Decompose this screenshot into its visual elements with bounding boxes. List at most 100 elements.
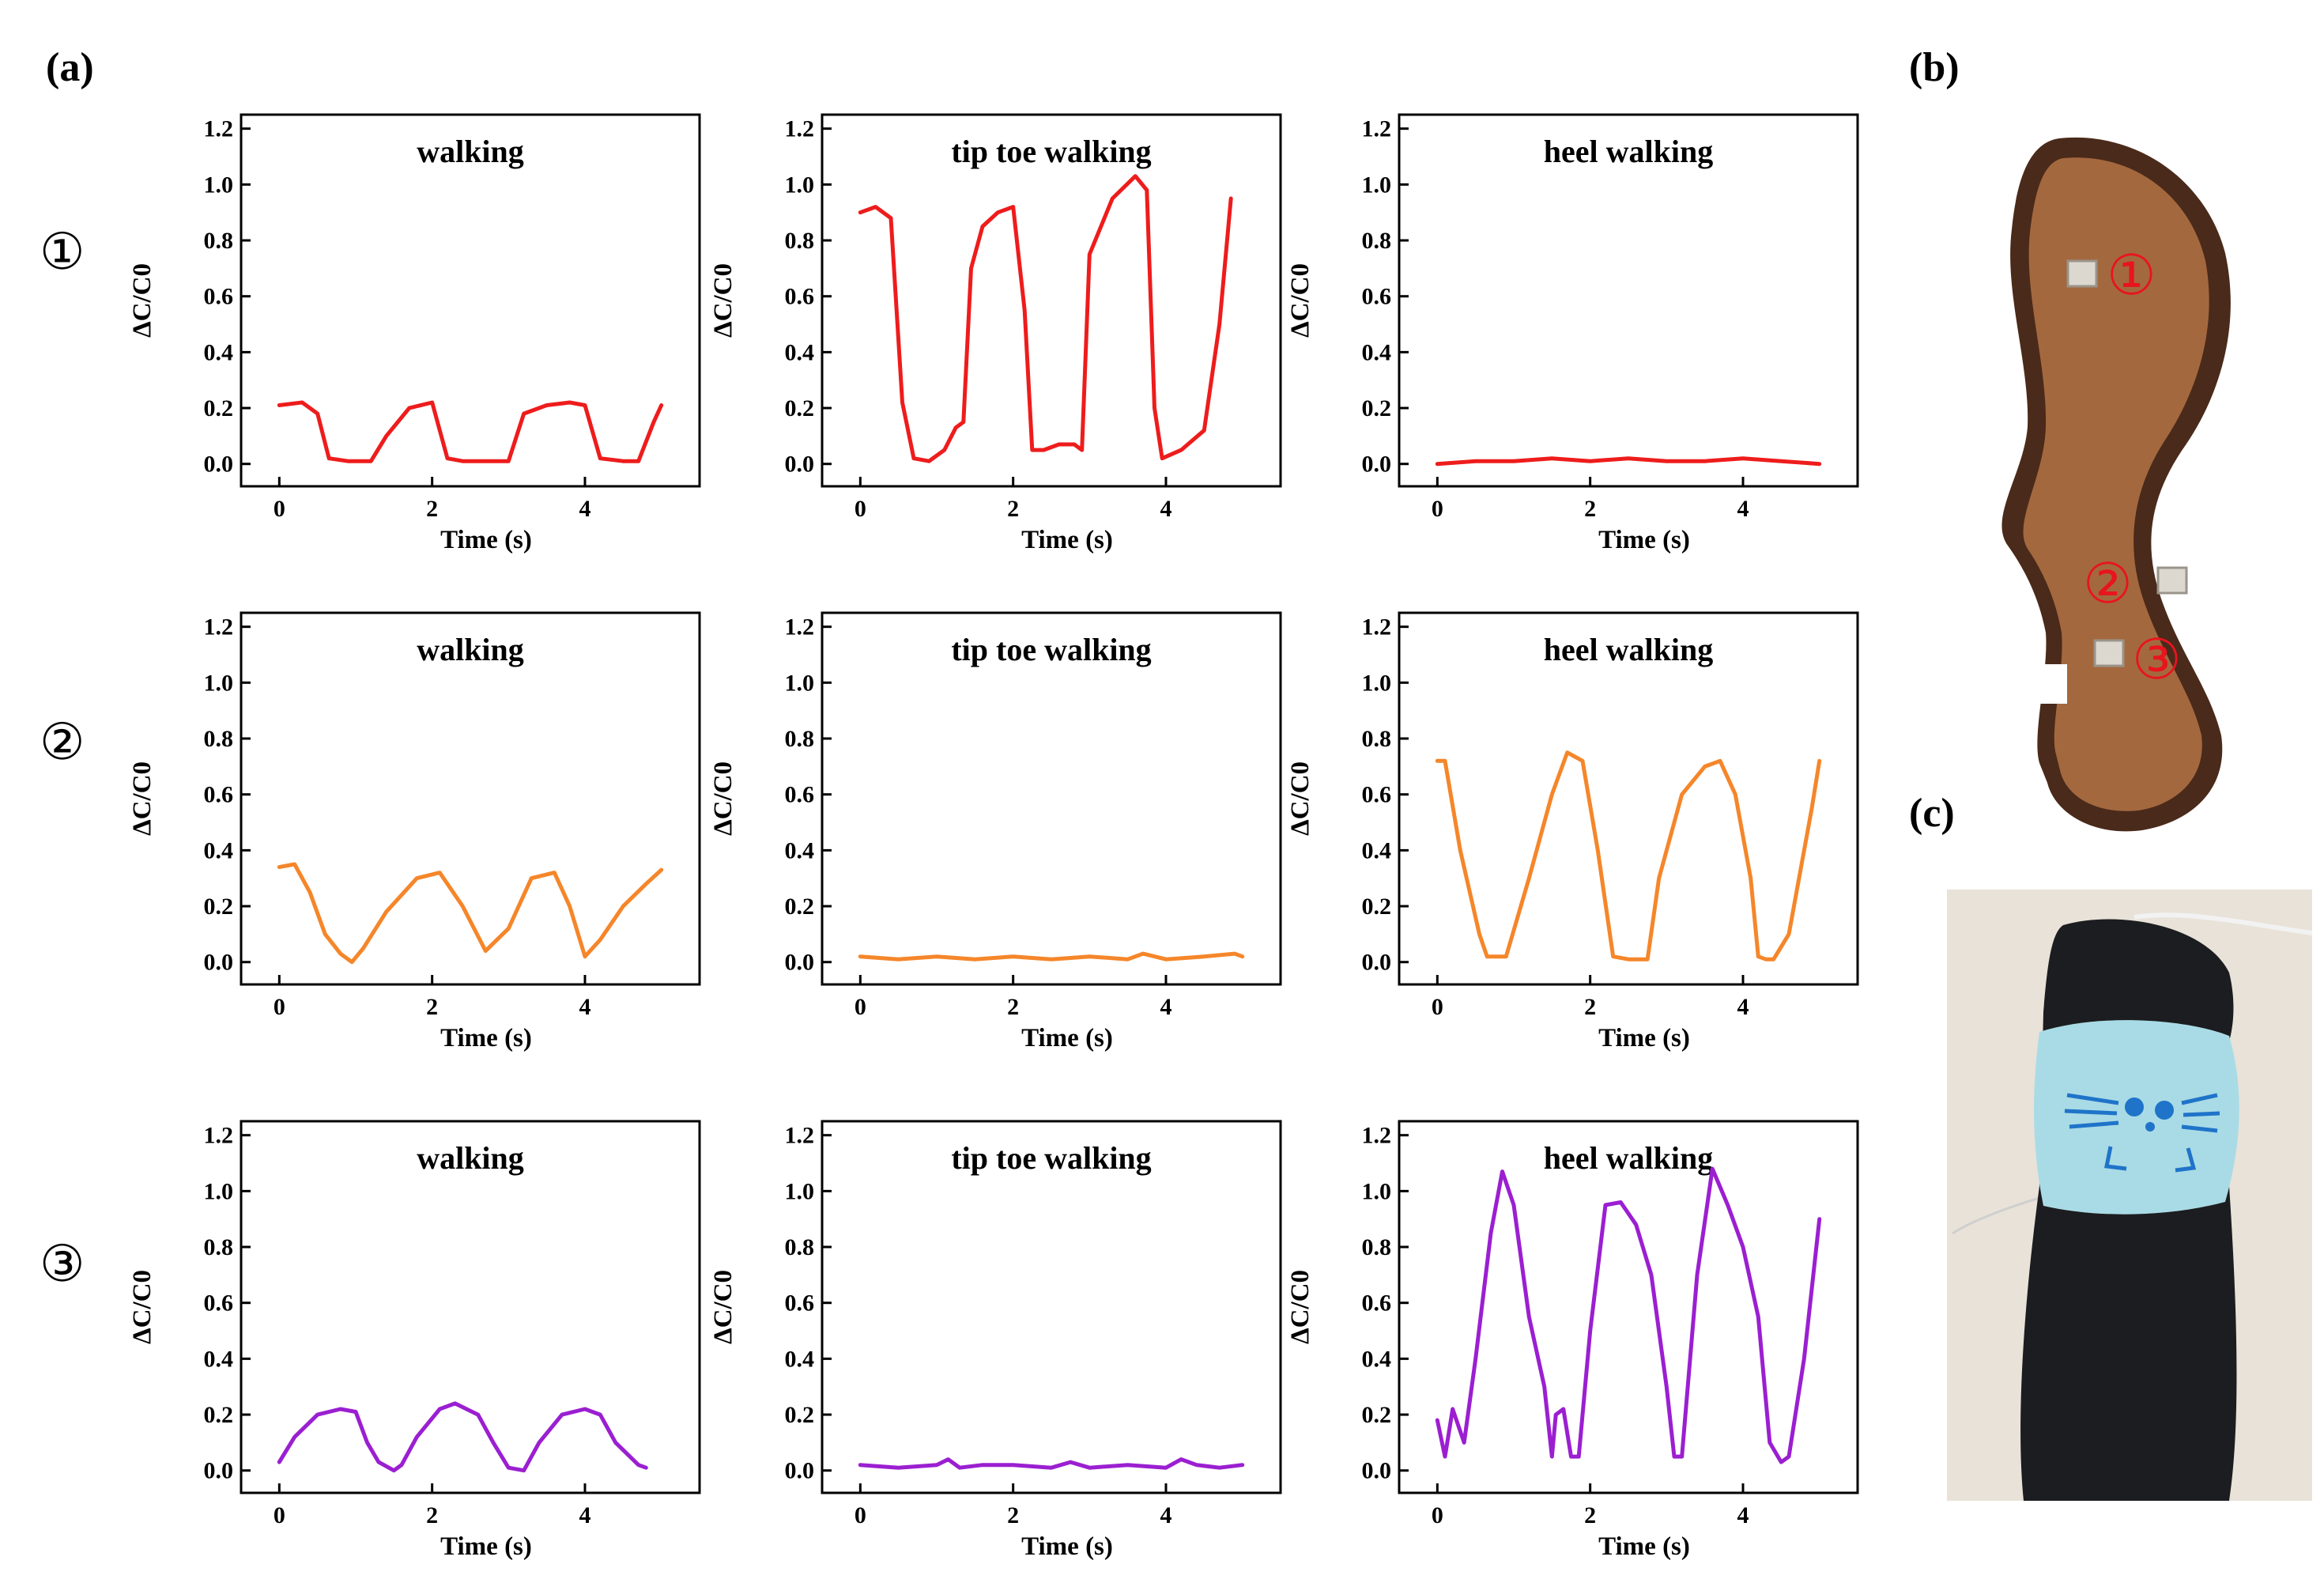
x-tick-label: 4	[579, 496, 591, 522]
chart-2-2: 0.0 0.2 0.4 0.6 0.8 1.0 1.2 0 2 4 tip toe walking T…	[709, 611, 1282, 1052]
sandal-photo	[1947, 890, 2313, 1501]
y-tick-label: 0.0	[1362, 950, 1392, 976]
y-tick-label: 1.2	[204, 614, 234, 640]
x-tick-label: 4	[1160, 496, 1172, 522]
chart-2-1: 0.0 0.2 0.4 0.6 0.8 1.0 1.2 0 2 4 walking Time (s) Δ…	[128, 611, 701, 1052]
y-tick-label: 0.8	[785, 228, 815, 254]
y-tick-label: 1.2	[1362, 614, 1392, 640]
sandal-strap	[2034, 1020, 2239, 1215]
x-tick-label: 0	[1432, 496, 1443, 522]
chart-1-2: 0.0 0.2 0.4 0.6 0.8 1.0 1.2 0 2 4 tip toe walking T…	[709, 113, 1282, 554]
panel-label-a: (a)	[46, 45, 94, 90]
y-axis-label: ΔC/C0	[128, 1270, 157, 1344]
y-tick-label: 1.0	[1362, 1178, 1392, 1204]
chart-title: tip toe walking	[951, 134, 1151, 169]
series-line	[277, 400, 664, 463]
y-tick-label: 0.0	[785, 1458, 815, 1484]
y-tick-label: 1.0	[204, 172, 234, 198]
y-tick-label: 0.6	[1362, 1290, 1392, 1317]
x-axis-label: Time (s)	[1598, 526, 1690, 554]
y-tick-label: 0.4	[785, 339, 815, 365]
sensor-pad-3	[2093, 639, 2125, 667]
y-tick-label: 1.2	[204, 116, 234, 142]
cat-nose	[2145, 1122, 2155, 1132]
plot-frame	[821, 1120, 1282, 1494]
y-tick-label: 1.0	[785, 670, 815, 696]
plot-frame	[1398, 113, 1859, 488]
x-axis-label: Time (s)	[1021, 1024, 1113, 1052]
insole-sensor-label-3: ③	[2132, 627, 2182, 692]
row-marker-1: ①	[40, 223, 85, 281]
x-tick-label: 0	[274, 994, 285, 1020]
x-axis-label: Time (s)	[1021, 526, 1113, 554]
plot-frame	[240, 1120, 701, 1494]
chart-3-2: 0.0 0.2 0.4 0.6 0.8 1.0 1.2 0 2 4 tip toe walking T…	[709, 1120, 1282, 1561]
y-axis-label: ΔC/C0	[1286, 1270, 1315, 1344]
series-line	[1435, 456, 1822, 467]
y-tick-label: 0.8	[204, 228, 234, 254]
y-tick-label: 0.2	[1362, 1402, 1392, 1428]
x-tick-label: 0	[274, 1502, 285, 1528]
x-tick-label: 0	[855, 1502, 866, 1528]
y-tick-label: 0.4	[204, 837, 234, 863]
y-tick-label: 0.2	[204, 1402, 234, 1428]
chart-1-3: 0.0 0.2 0.4 0.6 0.8 1.0 1.2 0 2 4 heel walking Time…	[1286, 113, 1859, 554]
x-axis-label: Time (s)	[1598, 1024, 1690, 1052]
chart-2-3: 0.0 0.2 0.4 0.6 0.8 1.0 1.2 0 2 4 heel walking Time…	[1286, 611, 1859, 1052]
cat-eye-left	[2125, 1098, 2144, 1116]
series-line	[858, 1457, 1245, 1470]
panel-label-c: (c)	[1909, 791, 1955, 836]
x-tick-label: 4	[1737, 496, 1749, 522]
x-tick-label: 0	[855, 496, 866, 522]
panel-label-b: (b)	[1909, 45, 1960, 90]
y-tick-label: 0.8	[785, 1234, 815, 1260]
y-tick-label: 0.4	[204, 1346, 234, 1372]
y-tick-label: 0.6	[204, 782, 234, 808]
cat-eye-right	[2155, 1101, 2174, 1120]
x-tick-label: 4	[1160, 994, 1172, 1020]
x-tick-label: 2	[1584, 496, 1596, 522]
y-tick-label: 0.4	[785, 1346, 815, 1372]
row-marker-3: ③	[40, 1235, 85, 1294]
chart-title: heel walking	[1544, 632, 1713, 667]
plot-frame	[1398, 1120, 1859, 1494]
series-line	[1435, 750, 1822, 962]
y-tick-label: 0.4	[1362, 339, 1392, 365]
sensor-wire	[2133, 912, 2313, 935]
chart-3-1: 0.0 0.2 0.4 0.6 0.8 1.0 1.2 0 2 4 walking Time (s) Δ…	[128, 1120, 701, 1561]
y-tick-label: 1.2	[785, 1123, 815, 1149]
x-tick-label: 4	[1737, 994, 1749, 1020]
x-tick-label: 2	[1584, 994, 1596, 1020]
cat-whiskers-right	[2181, 1093, 2220, 1133]
series-line	[277, 1401, 648, 1473]
chart-title: heel walking	[1544, 134, 1713, 169]
y-tick-label: 0.8	[1362, 228, 1392, 254]
y-tick-label: 1.0	[785, 172, 815, 198]
y-tick-label: 0.4	[204, 339, 234, 365]
plot-frame	[821, 611, 1282, 986]
x-tick-label: 4	[1737, 1502, 1749, 1528]
y-tick-label: 0.2	[785, 1402, 815, 1428]
insole-fabric	[2023, 157, 2209, 811]
series-line	[858, 951, 1245, 962]
y-tick-label: 0.0	[1362, 451, 1392, 478]
row-marker-2: ②	[40, 713, 85, 772]
y-axis-label: ΔC/C0	[709, 1270, 738, 1344]
y-tick-label: 1.0	[1362, 670, 1392, 696]
y-tick-label: 0.8	[1362, 726, 1392, 752]
x-tick-label: 0	[855, 994, 866, 1020]
x-tick-label: 2	[1584, 1502, 1596, 1528]
x-tick-label: 0	[1432, 994, 1443, 1020]
x-tick-label: 4	[579, 1502, 591, 1528]
y-tick-label: 1.0	[1362, 172, 1392, 198]
y-tick-label: 0.8	[204, 726, 234, 752]
y-tick-label: 0.2	[204, 395, 234, 421]
y-tick-label: 0.2	[1362, 894, 1392, 920]
sensor-pad-2	[2156, 566, 2188, 595]
x-tick-label: 2	[1007, 496, 1019, 522]
y-tick-label: 1.2	[785, 116, 815, 142]
y-tick-label: 0.0	[785, 451, 815, 478]
y-tick-label: 0.8	[1362, 1234, 1392, 1260]
insole-sensor-label-1: ①	[2107, 243, 2156, 308]
insole-illustration: ① ② ③	[2001, 137, 2231, 832]
